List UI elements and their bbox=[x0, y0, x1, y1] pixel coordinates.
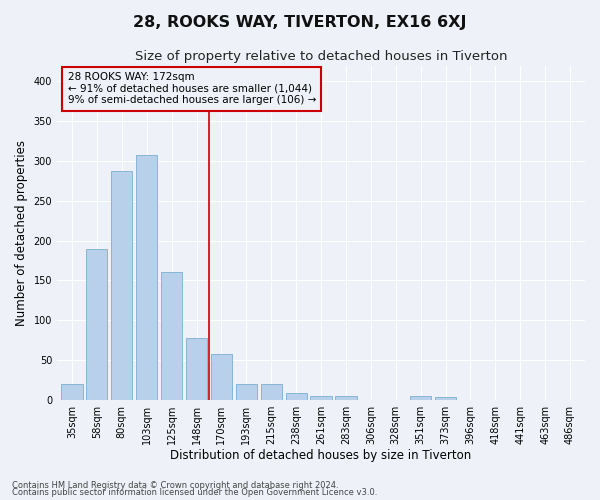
Bar bbox=[111, 170, 133, 400]
Bar bbox=[286, 394, 307, 400]
Text: 28 ROOKS WAY: 172sqm
← 91% of detached houses are smaller (1,044)
9% of semi-det: 28 ROOKS WAY: 172sqm ← 91% of detached h… bbox=[68, 72, 316, 106]
Bar bbox=[136, 154, 157, 400]
Bar bbox=[186, 338, 207, 400]
Title: Size of property relative to detached houses in Tiverton: Size of property relative to detached ho… bbox=[135, 50, 507, 63]
Bar bbox=[435, 398, 456, 400]
Y-axis label: Number of detached properties: Number of detached properties bbox=[15, 140, 28, 326]
Bar bbox=[61, 384, 83, 400]
Bar bbox=[260, 384, 282, 400]
Bar bbox=[211, 354, 232, 400]
Bar bbox=[161, 272, 182, 400]
Text: Contains HM Land Registry data © Crown copyright and database right 2024.: Contains HM Land Registry data © Crown c… bbox=[12, 480, 338, 490]
Bar bbox=[310, 396, 332, 400]
Bar bbox=[335, 396, 356, 400]
X-axis label: Distribution of detached houses by size in Tiverton: Distribution of detached houses by size … bbox=[170, 450, 472, 462]
Text: 28, ROOKS WAY, TIVERTON, EX16 6XJ: 28, ROOKS WAY, TIVERTON, EX16 6XJ bbox=[133, 15, 467, 30]
Bar bbox=[236, 384, 257, 400]
Bar bbox=[410, 396, 431, 400]
Text: Contains public sector information licensed under the Open Government Licence v3: Contains public sector information licen… bbox=[12, 488, 377, 497]
Bar bbox=[86, 248, 107, 400]
